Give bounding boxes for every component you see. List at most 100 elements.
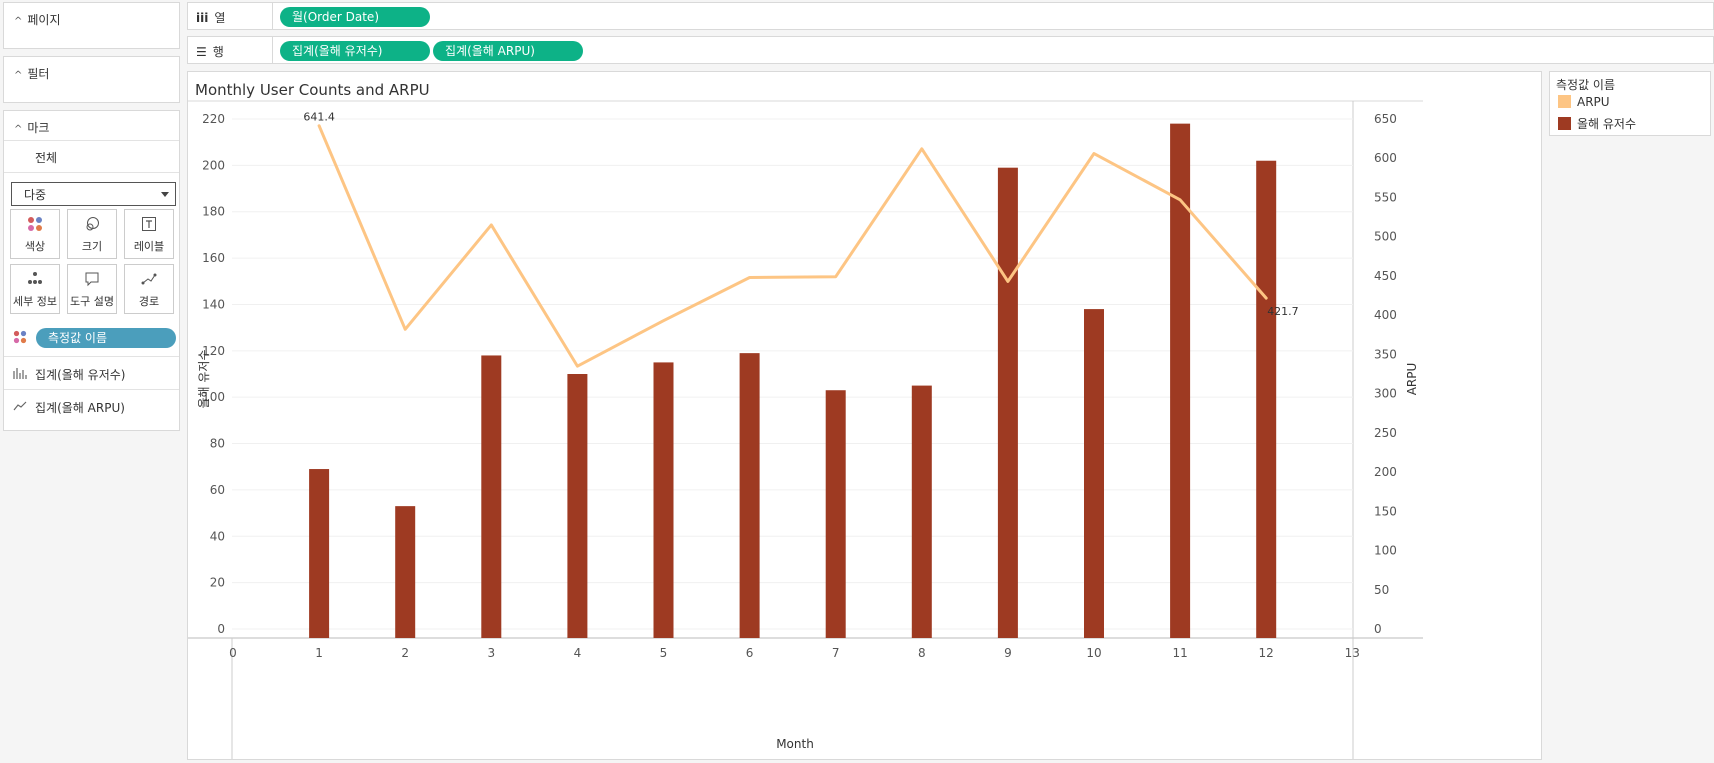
text-label-icon [125,216,173,238]
y-left-tick-label: 180 [202,205,225,219]
arpu-line [317,124,1268,368]
y-right-tick-label: 400 [1374,308,1397,322]
x-axis-title: Month [776,737,814,751]
marks-card: ^ 마크 전체 다중 색상 크기 레이블 [3,110,180,431]
chevron-up-icon[interactable]: ^ [14,70,23,81]
y-right-tick-label: 150 [1374,504,1397,518]
chart-svg: 0204060801001201401601802002200501001502… [188,100,1423,759]
y-left-tick-label: 100 [202,390,225,404]
x-tick-label: 9 [1004,646,1012,660]
y-left-tick-label: 140 [202,297,225,311]
bar-mark [653,362,674,638]
x-tick-label: 3 [487,646,495,660]
legend-item-users[interactable]: 올해 유저수 [1558,115,1636,132]
rows-shelf-label: 행 [212,45,224,59]
x-tick-label: 6 [746,646,754,660]
legend-item-arpu[interactable]: ARPU [1558,95,1610,109]
columns-pill-order-date[interactable]: 월(Order Date) [280,7,430,27]
size-label: 크기 [81,240,103,253]
rows-pill-users[interactable]: 집계(올해 유저수) [280,41,430,61]
data-label: 641.4 [303,111,335,124]
bar-mark [739,353,760,638]
y-left-tick-label: 160 [202,251,225,265]
x-tick-label: 11 [1172,646,1187,660]
bar-chart-icon [13,367,27,382]
detail-button[interactable]: 세부 정보 [10,264,60,314]
bar-mark [481,355,502,638]
y-left-tick-label: 120 [202,344,225,358]
rows-pill-arpu[interactable]: 집계(올해 ARPU) [433,41,583,61]
measure-names-pill-label: 측정값 이름 [48,331,108,345]
y-left-tick-label: 60 [210,483,225,497]
columns-icon: iii [196,11,209,25]
pages-card[interactable]: ^ 페이지 [3,2,180,49]
y-left-tick-label: 0 [217,622,225,636]
y-left-tick-label: 20 [210,576,225,590]
legend-label-arpu: ARPU [1577,95,1610,109]
detail-label: 세부 정보 [13,295,57,308]
marks-all-tab[interactable]: 전체 [4,140,179,172]
filters-label: 필터 [27,67,50,81]
tooltip-button[interactable]: 도구 설명 [67,264,117,314]
color-icon [11,216,59,238]
bar-mark [911,385,932,638]
legend-swatch-users [1558,117,1571,130]
y-right-tick-label: 250 [1374,426,1397,440]
y-right-tick-label: 550 [1374,190,1397,204]
data-label: 421.7 [1267,305,1299,318]
y-right-tick-label: 100 [1374,544,1397,558]
x-tick-label: 5 [660,646,668,660]
agg-users-row[interactable]: 집계(올해 유저수) [4,356,179,389]
columns-shelf[interactable]: iii 열 월(Order Date) [187,2,1714,30]
bar-mark [997,167,1018,638]
size-icon [68,216,116,238]
marks-label: 마크 [27,121,50,135]
chevron-up-icon[interactable]: ^ [14,16,23,27]
detail-icon [11,271,59,293]
filters-card[interactable]: ^ 필터 [3,56,180,103]
tooltip-icon [68,271,116,293]
x-tick-label: 12 [1259,646,1274,660]
y-right-tick-label: 0 [1374,622,1382,636]
y-right-tick-label: 500 [1374,230,1397,244]
path-button[interactable]: 경로 [124,264,174,314]
x-tick-label: 1 [315,646,323,660]
pages-label: 페이지 [27,13,61,27]
legend-title: 측정값 이름 [1556,78,1616,92]
line-chart-icon [13,400,27,415]
y-left-axis-title: 올해 유저수 [197,349,211,408]
y-right-tick-label: 350 [1374,347,1397,361]
agg-arpu-label: 집계(올해 ARPU) [35,401,125,415]
label-label: 레이블 [133,240,165,253]
path-label: 경로 [138,295,160,308]
chart-title: Monthly User Counts and ARPU [195,81,430,99]
y-right-tick-label: 200 [1374,465,1397,479]
rows-icon: ☰ [196,45,207,59]
rows-pill-users-label: 집계(올해 유저수) [292,44,383,58]
measure-names-pill[interactable]: 측정값 이름 [36,328,176,348]
rows-shelf[interactable]: ☰ 행 집계(올해 유저수) 집계(올해 ARPU) [187,36,1714,64]
tooltip-label: 도구 설명 [70,295,114,308]
y-right-axis-title: ARPU [1405,363,1419,396]
bar-mark [395,506,416,638]
y-left-tick-label: 220 [202,112,225,126]
chart-panel: Monthly User Counts and ARPU 0 20 40 60 80 10… [187,71,1542,760]
size-button[interactable]: 크기 [67,209,117,259]
color-button[interactable]: 색상 [10,209,60,259]
legend-swatch-arpu [1558,95,1571,108]
label-button[interactable]: 레이블 [124,209,174,259]
bar-mark [1170,123,1191,639]
x-tick-label: 2 [401,646,409,660]
y-left-tick-label: 40 [210,529,225,543]
bar-mark [309,469,330,638]
mark-type-dropdown[interactable]: 다중 [11,182,176,206]
agg-arpu-row[interactable]: 집계(올해 ARPU) [4,389,179,422]
chevron-up-icon[interactable]: ^ [14,124,23,135]
dropdown-arrow-icon [161,192,169,197]
y-right-tick-label: 450 [1374,269,1397,283]
y-right-tick-label: 300 [1374,387,1397,401]
x-tick-label: 0 [229,646,237,660]
x-tick-label: 13 [1345,646,1360,660]
columns-pill-label: 월(Order Date) [292,10,380,24]
